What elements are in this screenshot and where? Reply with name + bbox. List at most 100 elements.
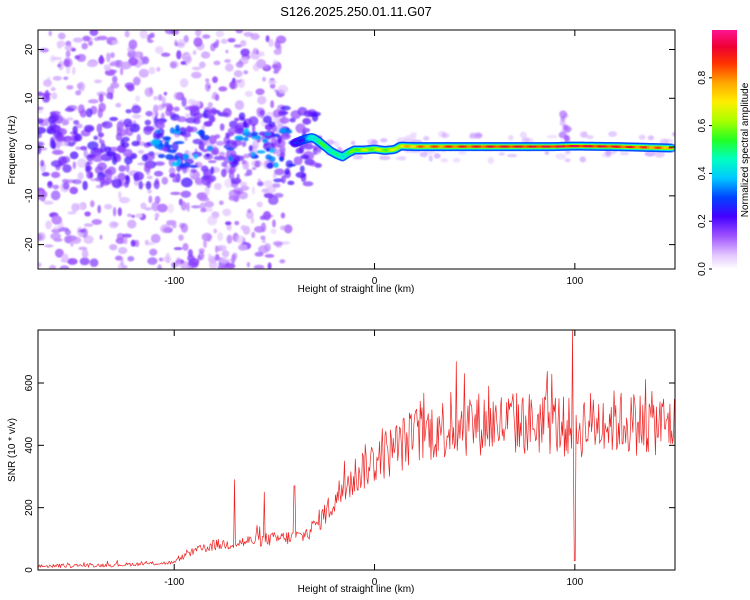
heatmap-blob — [234, 220, 240, 226]
heatmap-blob — [79, 232, 84, 238]
heatmap-blob — [154, 46, 164, 54]
heatmap-blob — [191, 205, 201, 209]
heatmap-blob — [269, 148, 275, 154]
heatmap-blob — [299, 165, 305, 173]
heatmap-blob — [440, 158, 449, 163]
heatmap-blob — [97, 162, 107, 171]
y-tick-label: -20 — [24, 237, 35, 252]
heatmap-blob — [644, 151, 656, 157]
heatmap-blob — [165, 252, 170, 261]
heatmap-blob — [217, 265, 227, 269]
heatmap-blob — [132, 76, 141, 86]
heatmap-blob — [119, 196, 130, 204]
heatmap-blob — [111, 155, 118, 165]
heatmap-blob — [91, 154, 104, 163]
heatmap-blob — [119, 67, 124, 76]
heatmap-blob — [235, 61, 244, 68]
colorbar-tick-label: 0.2 — [697, 214, 708, 228]
heatmap-blob — [220, 257, 229, 264]
heatmap-blob — [452, 157, 461, 163]
heatmap-blob — [138, 181, 144, 190]
heatmap-blob — [118, 165, 126, 172]
heatmap-blob — [264, 243, 271, 252]
heatmap-blob — [89, 30, 99, 36]
heatmap-blob — [272, 219, 276, 228]
heatmap-blob — [50, 171, 61, 179]
heatmap-blob — [128, 39, 138, 50]
heatmap-blob — [198, 197, 210, 202]
heatmap-blob — [49, 264, 57, 269]
colorbar-gradient — [712, 30, 737, 269]
heatmap-blob — [195, 30, 202, 37]
heatmap-blob — [178, 127, 187, 136]
heatmap-blob — [79, 146, 88, 151]
heatmap-blob — [423, 136, 430, 141]
heatmap-blob — [555, 153, 567, 160]
heatmap-blob — [237, 244, 248, 251]
heatmap-blob — [66, 235, 77, 242]
heatmap-blob — [243, 70, 249, 75]
heatmap-blob — [122, 233, 132, 238]
heatmap-blob — [49, 111, 61, 116]
heatmap-blob — [62, 181, 70, 190]
heatmap-blob — [87, 99, 99, 104]
heatmap-blob — [38, 126, 47, 134]
heatmap-blob — [38, 144, 42, 155]
heatmap-blob — [289, 117, 296, 123]
heatmap-blob — [235, 30, 244, 34]
heatmap-blob — [141, 153, 149, 162]
heatmap-blob — [72, 37, 84, 43]
heatmap-blob — [56, 40, 66, 47]
spectrum-x-axis: -100 0 100 — [164, 30, 584, 287]
heatmap-blob — [253, 264, 265, 269]
heatmap-blob — [86, 61, 97, 68]
heatmap-blob — [211, 147, 220, 156]
heatmap-blob — [147, 189, 152, 194]
heatmap-blob — [198, 129, 205, 137]
heatmap-blob — [57, 32, 66, 40]
heatmap-blob — [242, 225, 251, 235]
heatmap-blob — [265, 35, 270, 43]
heatmap-blob — [206, 145, 214, 152]
heatmap-blob — [225, 149, 237, 159]
heatmap-blob — [52, 75, 62, 81]
heatmap-blob — [226, 234, 233, 244]
heatmap-blob — [254, 160, 261, 168]
heatmap-blob — [124, 180, 129, 188]
heatmap-blob — [213, 60, 221, 66]
heatmap-blob — [264, 254, 275, 258]
heatmap-blob — [38, 233, 43, 241]
heatmap-blob — [604, 149, 612, 157]
heatmap-blob — [98, 56, 105, 65]
heatmap-blob — [168, 167, 176, 175]
heatmap-blob — [167, 203, 175, 214]
heatmap-blob — [170, 61, 177, 69]
y-tick-label: 10 — [24, 92, 35, 104]
spectrum-x-label: Height of straight line (km) — [298, 284, 415, 295]
heatmap-blob — [67, 211, 77, 215]
heatmap-blob — [251, 167, 257, 171]
heatmap-blob — [176, 50, 182, 60]
figure-title: S126.2025.250.01.11.G07 — [280, 4, 432, 19]
heatmap-blob — [41, 191, 48, 198]
heatmap-blob — [222, 107, 232, 118]
heatmap-blob — [228, 80, 238, 90]
heatmap-blob — [228, 155, 234, 162]
heatmap-blob — [251, 231, 256, 239]
heatmap-blob — [398, 156, 407, 161]
heatmap-blob — [300, 154, 310, 160]
heatmap-blob — [215, 140, 225, 146]
heatmap-blob — [257, 95, 267, 105]
heatmap-blob — [269, 83, 276, 89]
heatmap-blob — [264, 132, 271, 136]
heatmap-blob — [117, 207, 122, 217]
heatmap-blob — [170, 191, 181, 196]
heatmap-blob — [98, 93, 104, 103]
heatmap-blob — [220, 168, 227, 178]
heatmap-blob — [428, 155, 433, 162]
heatmap-blob — [112, 206, 117, 217]
heatmap-blob — [433, 153, 441, 159]
heatmap-blob — [246, 261, 251, 268]
heatmap-blob — [281, 175, 286, 184]
heatmap-blob — [79, 109, 87, 118]
